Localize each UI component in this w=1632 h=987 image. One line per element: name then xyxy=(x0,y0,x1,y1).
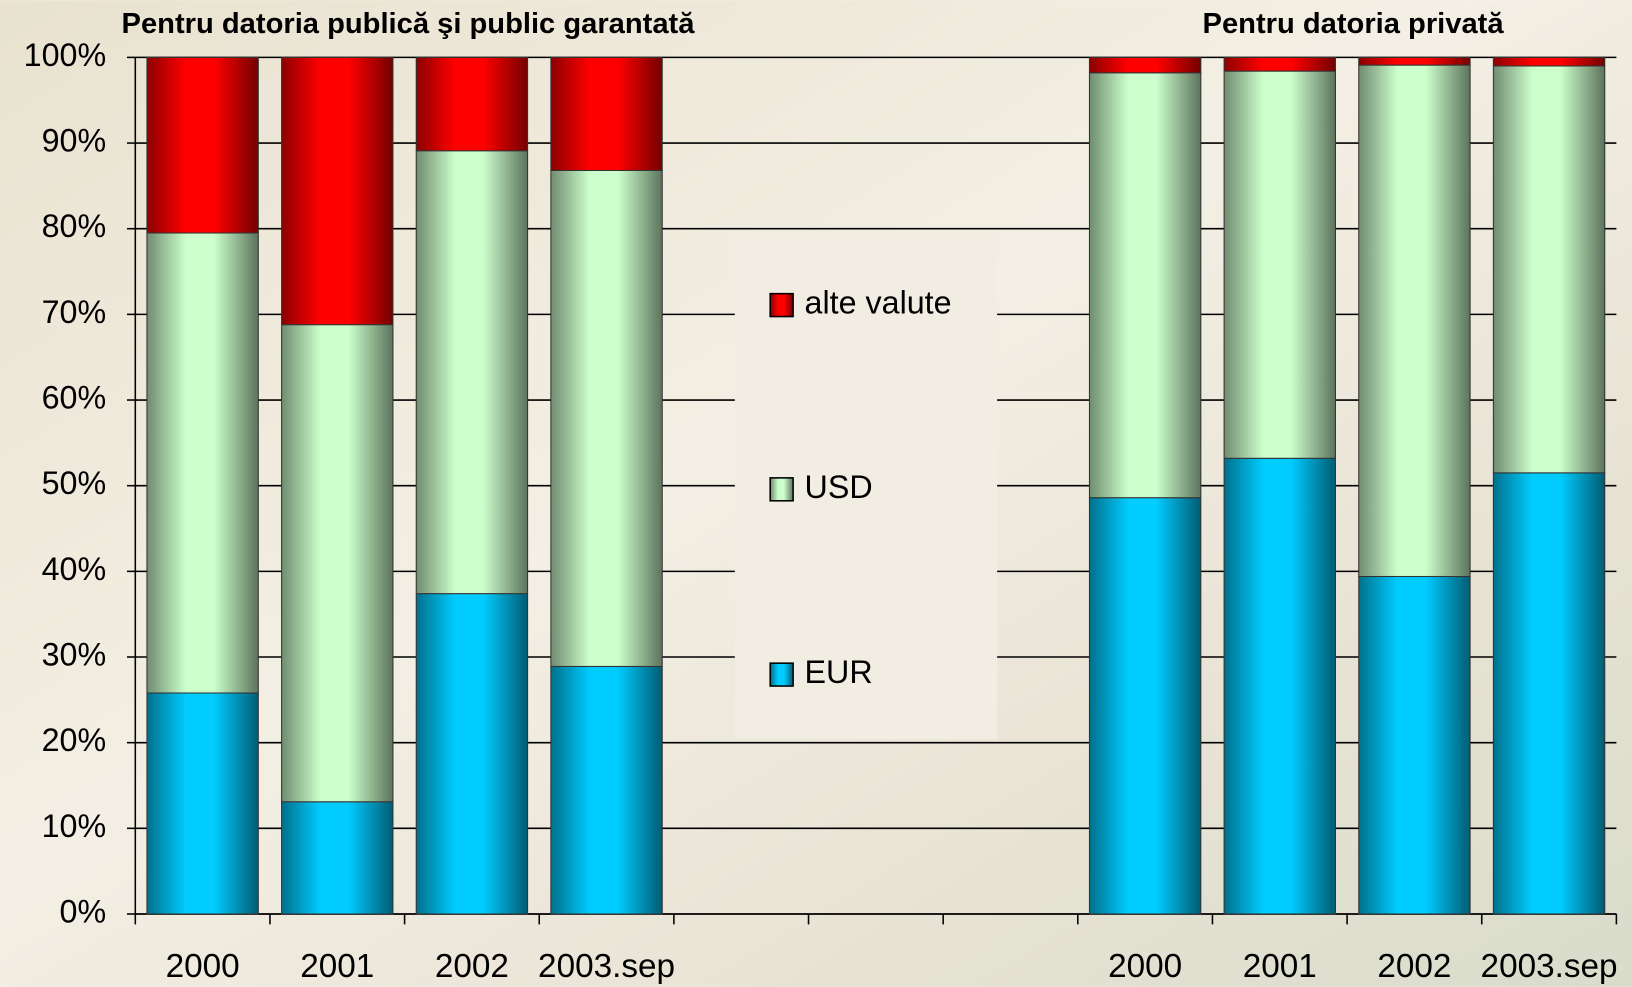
chart-title: Pentru datoria privată xyxy=(1203,8,1505,40)
bar xyxy=(1492,56,1606,67)
y-tick-label: 70% xyxy=(42,294,107,330)
bar xyxy=(1358,56,1471,66)
bar xyxy=(281,801,394,915)
x-tick-label: 2002 xyxy=(1377,948,1451,985)
bar xyxy=(1088,56,1202,74)
y-tick-label: 0% xyxy=(60,894,107,930)
y-tick-label: 20% xyxy=(42,722,107,758)
x-tick-label: 2002 xyxy=(435,948,509,985)
y-tick-label: 30% xyxy=(42,637,107,673)
y-tick-label: 40% xyxy=(42,551,107,587)
x-tick-label: 2000 xyxy=(1108,948,1182,985)
x-tick-label: 2001 xyxy=(1243,948,1317,985)
bar xyxy=(1358,64,1471,578)
legend-label: USD xyxy=(805,469,873,505)
legend-swatch xyxy=(769,292,794,318)
legend-swatch xyxy=(769,477,794,502)
y-tick-label: 50% xyxy=(42,465,107,501)
bar xyxy=(415,56,529,152)
bar xyxy=(1088,497,1202,915)
x-tick-label: 2003.sep xyxy=(538,948,675,985)
chart-title: Pentru datoria publică şi public garanta… xyxy=(122,8,696,40)
x-tick-label: 2000 xyxy=(166,948,240,985)
legend-swatch xyxy=(769,662,794,687)
bar xyxy=(550,169,663,667)
bar xyxy=(146,232,259,694)
y-tick-label: 90% xyxy=(42,123,107,159)
bar xyxy=(1492,472,1606,915)
y-tick-label: 100% xyxy=(24,37,106,73)
bar xyxy=(1223,56,1336,72)
bar xyxy=(1492,65,1606,474)
bar xyxy=(1223,70,1336,459)
legend-label: EUR xyxy=(805,654,873,690)
bar xyxy=(146,692,259,915)
x-tick-label: 2003.sep xyxy=(1481,948,1618,985)
bar xyxy=(146,56,259,234)
bar xyxy=(415,150,529,595)
bar xyxy=(415,593,529,915)
bar xyxy=(281,56,394,326)
y-tick-label: 60% xyxy=(42,380,107,416)
bar xyxy=(550,56,663,171)
legend: EUR USD alte valute xyxy=(734,234,998,740)
x-tick-label: 2001 xyxy=(300,948,374,985)
bar xyxy=(281,324,394,803)
bar xyxy=(550,665,663,915)
y-tick-label: 10% xyxy=(42,808,107,844)
bar xyxy=(1358,575,1471,915)
bar xyxy=(1223,457,1336,915)
y-tick-label: 80% xyxy=(42,208,107,244)
legend-label: alte valute xyxy=(805,285,952,321)
bar xyxy=(1088,72,1202,499)
